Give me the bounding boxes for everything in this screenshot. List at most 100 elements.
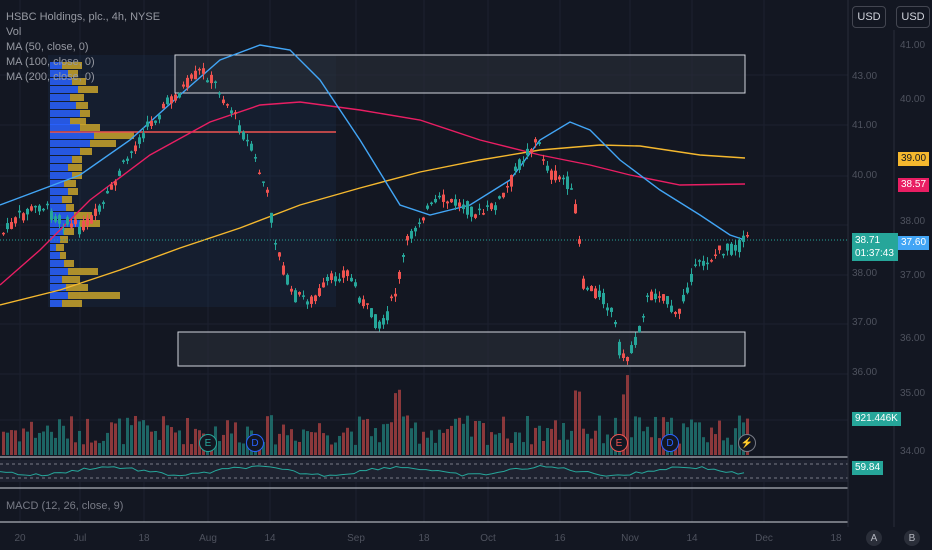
volume-bar [174, 432, 177, 455]
ma100-label[interactable]: MA (100, close, 0) [6, 56, 95, 68]
auto-scale-button[interactable]: A [866, 530, 882, 546]
candle-body [606, 307, 609, 311]
volume-profile-bar [50, 132, 94, 139]
candle-body [214, 81, 217, 83]
dividend-marker[interactable]: D [661, 434, 679, 452]
volume-bar [538, 425, 541, 455]
candle-body [310, 296, 313, 304]
candle-body [190, 74, 193, 79]
time-axis[interactable]: 20 Jul 18 Aug 14 Sep 18 Oct 16 Nov 14 De… [0, 527, 932, 550]
volume-bar [322, 433, 325, 455]
volume-indicator-label[interactable]: Vol [6, 26, 22, 38]
volume-bar [726, 437, 729, 455]
volume-profile-bar [68, 268, 98, 275]
candle-body [286, 274, 289, 285]
candle-body [194, 70, 197, 80]
ma200-label[interactable]: MA (200, close, 0) [6, 71, 95, 83]
volume-profile-bar [68, 292, 120, 299]
candle-body [182, 84, 185, 87]
volume-bar [542, 440, 545, 455]
candle-body [746, 235, 749, 237]
volume-profile-bar [50, 204, 66, 211]
candle-body [270, 212, 273, 223]
candle-body [490, 203, 493, 210]
candle-body [626, 357, 629, 362]
candle-body [378, 321, 381, 329]
volume-bar [730, 444, 733, 455]
time-tick: 14 [686, 533, 698, 544]
candle-body [70, 223, 73, 228]
candle-body [394, 293, 397, 297]
candle-body [210, 74, 213, 84]
volume-bar [98, 443, 101, 455]
volume-bar [234, 422, 237, 455]
volume-profile-bar [72, 156, 82, 163]
volume-profile-bar [80, 124, 100, 131]
candle-body [614, 321, 617, 325]
volume-bar [238, 442, 241, 455]
volume-bar [502, 416, 505, 455]
candle-body [314, 295, 317, 302]
candle-body [166, 97, 169, 105]
price-tick: 37.00 [900, 270, 926, 281]
volume-profile-bar [50, 188, 68, 195]
candle-body [306, 301, 309, 305]
volume-bar [734, 428, 737, 455]
earnings-marker[interactable]: E [610, 434, 628, 452]
volume-bar [242, 443, 245, 455]
price-tick: 38.00 [900, 216, 926, 227]
candle-body [354, 282, 357, 287]
candle-body [298, 292, 301, 295]
symbol-title[interactable]: HSBC Holdings, plc., 4h, NYSE [6, 11, 161, 23]
candle-body [506, 185, 509, 188]
resistance-zone [174, 54, 746, 94]
bar-countdown: 01:37:43 [855, 248, 894, 259]
volume-bar [178, 430, 181, 455]
candle-body [538, 142, 541, 145]
candle-body [726, 243, 729, 251]
volume-bar [30, 421, 33, 455]
rsi-band [0, 460, 848, 482]
dividend-marker[interactable]: D [246, 434, 264, 452]
volume-bar [86, 418, 89, 455]
volume-bar [374, 428, 377, 455]
volume-bar [58, 419, 61, 455]
candle-body [426, 205, 429, 209]
volume-bar [594, 430, 597, 455]
candle-body [634, 336, 637, 345]
candle-body [234, 112, 237, 114]
currency-button-outer[interactable]: USD [896, 6, 930, 28]
volume-bar [190, 444, 193, 455]
volume-bar [310, 432, 313, 455]
volume-bar [406, 415, 409, 455]
volume-bar [222, 434, 225, 455]
price-tick: 38.00 [852, 268, 878, 279]
macd-label[interactable]: MACD (12, 26, close, 9) [6, 500, 124, 512]
lightning-icon[interactable]: ⚡ [738, 434, 756, 452]
candle-body [18, 210, 21, 213]
ma100-price-tag: 39.00 [898, 152, 930, 166]
ma50-label[interactable]: MA (50, close, 0) [6, 41, 89, 53]
currency-button-inner[interactable]: USD [852, 6, 886, 28]
candle-body [106, 191, 109, 194]
candle-body [642, 316, 645, 318]
volume-bar [130, 425, 133, 455]
earnings-marker[interactable]: E [199, 434, 217, 452]
volume-profile-bar [50, 140, 90, 147]
volume-profile-bar [78, 86, 98, 93]
volume-bar [194, 428, 197, 455]
candle-body [722, 253, 725, 256]
volume-bar [274, 444, 277, 455]
volume-bar [278, 433, 281, 455]
volume-bar [138, 421, 141, 455]
volume-bar [590, 438, 593, 455]
volume-bar [2, 431, 5, 455]
candle-body [86, 217, 89, 226]
volume-bar [482, 423, 485, 455]
candle-body [498, 196, 501, 199]
b-button[interactable]: B [904, 530, 920, 546]
candle-body [26, 208, 29, 215]
candle-body [422, 217, 425, 221]
volume-bar [710, 427, 713, 455]
